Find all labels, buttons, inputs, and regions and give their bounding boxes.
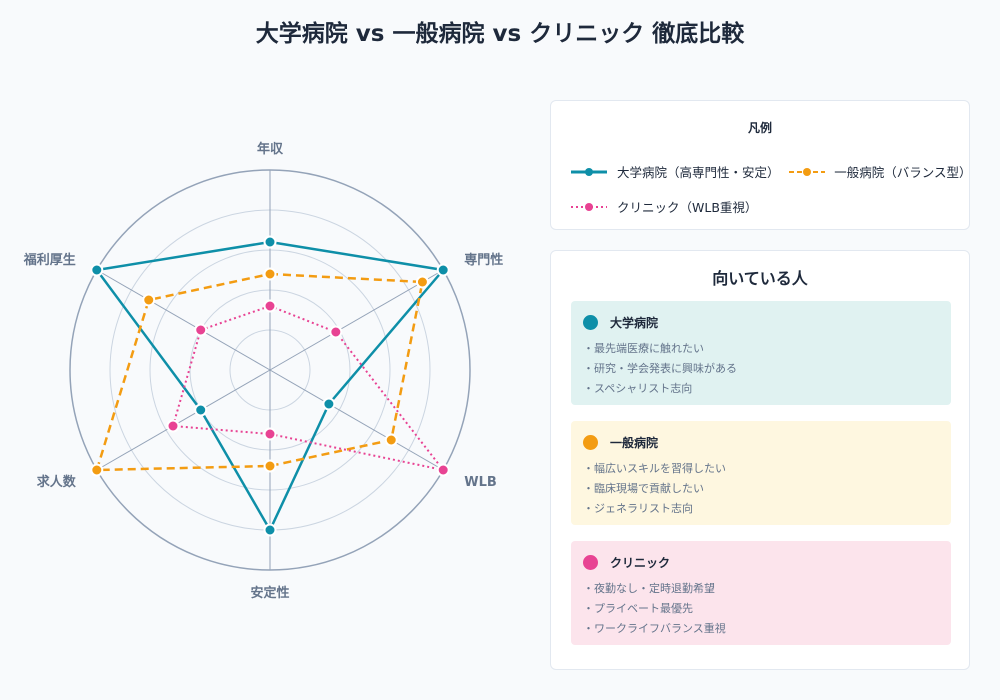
axis-spoke (269, 369, 444, 471)
suitable-point: ・最先端医療に触れたい (583, 342, 704, 355)
suitable-point: ・プライベート最優先 (583, 602, 693, 615)
suitable-point: ・スペシャリスト志向 (583, 382, 693, 395)
suitable-for-title: 向いている人 (712, 269, 808, 288)
axis-label: WLB (464, 475, 497, 490)
suitable-card-name: 大学病院 (610, 315, 659, 330)
suitable-point: ・ジェネラリスト志向 (583, 502, 693, 515)
legend-item-university: 大学病院（高専門性・安定） (569, 162, 780, 181)
series-point-clinic (436, 463, 450, 477)
page-title: 大学病院 vs 一般病院 vs クリニック 徹底比較 (255, 21, 745, 47)
series-point-clinic (166, 419, 180, 433)
suitable-card-university: 大学病院 ・最先端医療に触れたい ・研究・学会発表に興味がある ・スペシャリスト… (571, 301, 951, 405)
clinic-dot-icon (583, 554, 598, 570)
series-point-university (436, 263, 450, 277)
series-point-clinic (329, 325, 343, 339)
legend-swatch-clinic (571, 202, 607, 211)
suitable-point: ・研究・学会発表に興味がある (583, 362, 737, 375)
suitable-card-clinic: クリニック ・夜勤なし・定時退勤希望 ・プライベート最優先 ・ワークライフバラン… (571, 541, 951, 645)
series-point-general (384, 433, 398, 447)
radar-axes (96, 170, 444, 570)
legend-item-clinic: クリニック（WLB重視） (569, 197, 757, 216)
series-point-general (142, 293, 156, 307)
legend-label-university: 大学病院（高専門性・安定） (617, 165, 780, 180)
legend-item-general: 一般病院（バランス型） (787, 162, 972, 181)
series-point-clinic (263, 299, 277, 313)
suitable-card-name: 一般病院 (610, 435, 659, 450)
axis-label: 安定性 (250, 585, 289, 601)
suitable-card-name: クリニック (610, 555, 671, 570)
general-dot-icon (583, 434, 598, 450)
axis-spoke (269, 269, 444, 371)
university-dot-icon (583, 314, 598, 330)
legend-label-general: 一般病院（バランス型） (834, 165, 972, 180)
series-point-university (263, 235, 277, 249)
series-point-clinic (263, 427, 277, 441)
series-point-general (263, 267, 277, 281)
series-point-general (415, 275, 429, 289)
suitable-point: ・幅広いスキルを習得したい (583, 462, 726, 475)
suitable-card-general: 一般病院 ・幅広いスキルを習得したい ・臨床現場で貢献したい ・ジェネラリスト志… (571, 421, 951, 525)
axis-spoke (96, 269, 271, 371)
series-point-university (263, 523, 277, 537)
axis-label: 専門性 (464, 252, 503, 268)
series-point-university (322, 397, 336, 411)
series-point-general (90, 463, 104, 477)
legend-title: 凡例 (747, 121, 772, 135)
legend-swatch-general (789, 167, 825, 176)
suitable-point: ・臨床現場で貢献したい (583, 482, 704, 495)
legend-label-clinic: クリニック（WLB重視） (617, 200, 758, 215)
series-point-university (194, 403, 208, 417)
series-point-general (263, 459, 277, 473)
series-point-clinic (194, 323, 208, 337)
axis-spoke (96, 369, 271, 471)
series-point-university (90, 263, 104, 277)
axis-label: 福利厚生 (23, 252, 76, 268)
axis-label: 年収 (257, 141, 284, 157)
legend-swatch-university (571, 167, 607, 176)
axis-label: 求人数 (37, 474, 77, 490)
legend-panel: 凡例 大学病院（高専門性・安定） 一般病院（バランス型） クリニック（WLB重視… (550, 100, 972, 230)
suitable-for-panel: 向いている人 大学病院 ・最先端医療に触れたい ・研究・学会発表に興味がある ・… (550, 250, 970, 670)
suitable-point: ・ワークライフバランス重視 (583, 622, 726, 635)
radar-series (90, 235, 450, 537)
suitable-point: ・夜勤なし・定時退勤希望 (583, 582, 715, 595)
